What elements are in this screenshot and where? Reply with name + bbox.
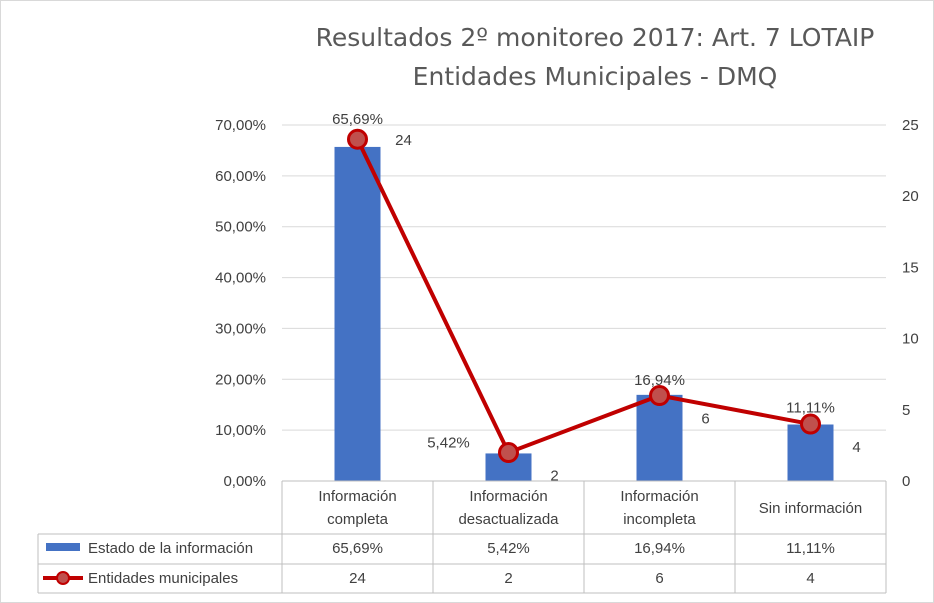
y-left-tick-label: 40,00% bbox=[215, 270, 266, 287]
table-cell-bar-value: 5,42% bbox=[487, 540, 530, 557]
legend-key-bar bbox=[46, 543, 80, 551]
x-category-label: Información bbox=[469, 488, 547, 505]
table-cell-line-value: 4 bbox=[806, 570, 814, 587]
x-category-label: completa bbox=[327, 511, 389, 528]
table-cell-bar-value: 16,94% bbox=[634, 540, 685, 557]
legend-label-line: Entidades municipales bbox=[88, 570, 238, 587]
table-cell-line-value: 24 bbox=[349, 570, 366, 587]
bar-data-label: 5,42% bbox=[427, 434, 470, 451]
table-cell-bar-value: 11,11% bbox=[786, 540, 835, 557]
line-data-label: 2 bbox=[550, 468, 558, 485]
table-cell-line-value: 2 bbox=[504, 570, 512, 587]
series-line bbox=[355, 138, 811, 455]
y-right-tick-label: 15 bbox=[902, 259, 919, 276]
y-right-tick-label: 5 bbox=[902, 402, 910, 419]
x-category-label: Sin información bbox=[759, 500, 862, 517]
chart-title: Resultados 2º monitoreo 2017: Art. 7 LOT… bbox=[316, 23, 875, 52]
x-category-label: Información bbox=[318, 488, 396, 505]
y-left-tick-label: 0,00% bbox=[223, 473, 266, 490]
y-right-tick-label: 25 bbox=[902, 117, 919, 134]
y-left-tick-label: 20,00% bbox=[215, 371, 266, 388]
bar-data-label: 65,69% bbox=[332, 111, 383, 128]
y-left-tick-label: 50,00% bbox=[215, 219, 266, 236]
y-right-tick-label: 20 bbox=[902, 188, 919, 205]
line-data-label: 6 bbox=[701, 411, 709, 428]
legend-label-bars: Estado de la información bbox=[88, 540, 253, 557]
bar-data-label: 16,94% bbox=[634, 372, 685, 389]
x-category-label: Información bbox=[620, 488, 698, 505]
y-left-tick-label: 10,00% bbox=[215, 422, 266, 439]
line-marker bbox=[347, 128, 368, 150]
table-cell-bar-value: 65,69% bbox=[332, 540, 383, 557]
y-right-tick-label: 10 bbox=[902, 331, 919, 348]
line-marker bbox=[800, 413, 821, 435]
line-data-label: 24 bbox=[395, 132, 412, 149]
bar bbox=[636, 394, 683, 481]
y-left-tick-label: 70,00% bbox=[215, 117, 266, 134]
x-category-label: incompleta bbox=[623, 511, 696, 528]
y-left-tick-label: 60,00% bbox=[215, 168, 266, 185]
table-cell-line-value: 6 bbox=[655, 570, 663, 587]
y-right-tick-label: 0 bbox=[902, 473, 910, 490]
x-category-label: desactualizada bbox=[458, 511, 559, 528]
legend-key-marker bbox=[56, 571, 70, 585]
bar-data-label: 11,11% bbox=[786, 399, 835, 416]
line-marker bbox=[498, 442, 519, 464]
y-left-tick-label: 30,00% bbox=[215, 320, 266, 337]
line-marker bbox=[649, 385, 670, 407]
chart-subtitle: Entidades Municipales - DMQ bbox=[413, 62, 778, 91]
line-data-label: 4 bbox=[852, 439, 860, 456]
bar bbox=[334, 146, 381, 481]
